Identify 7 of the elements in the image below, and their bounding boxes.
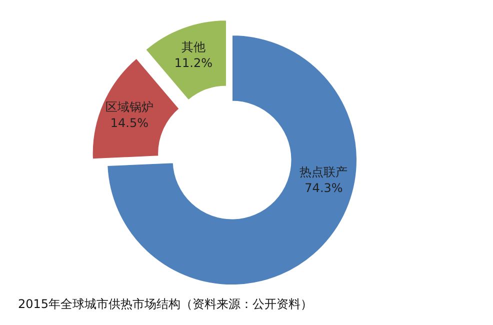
slice-label: 区域锅炉 — [105, 100, 154, 114]
text: 2015年全球城市供热市场结构（资料来源：公开资料） — [18, 297, 313, 311]
data-label: 74.3% — [304, 180, 343, 195]
slice-label: 其他 — [181, 40, 206, 54]
data-label: 14.5% — [110, 116, 149, 130]
slice-label: 热点联产 — [300, 164, 348, 179]
data-label: 11.2% — [174, 56, 213, 70]
